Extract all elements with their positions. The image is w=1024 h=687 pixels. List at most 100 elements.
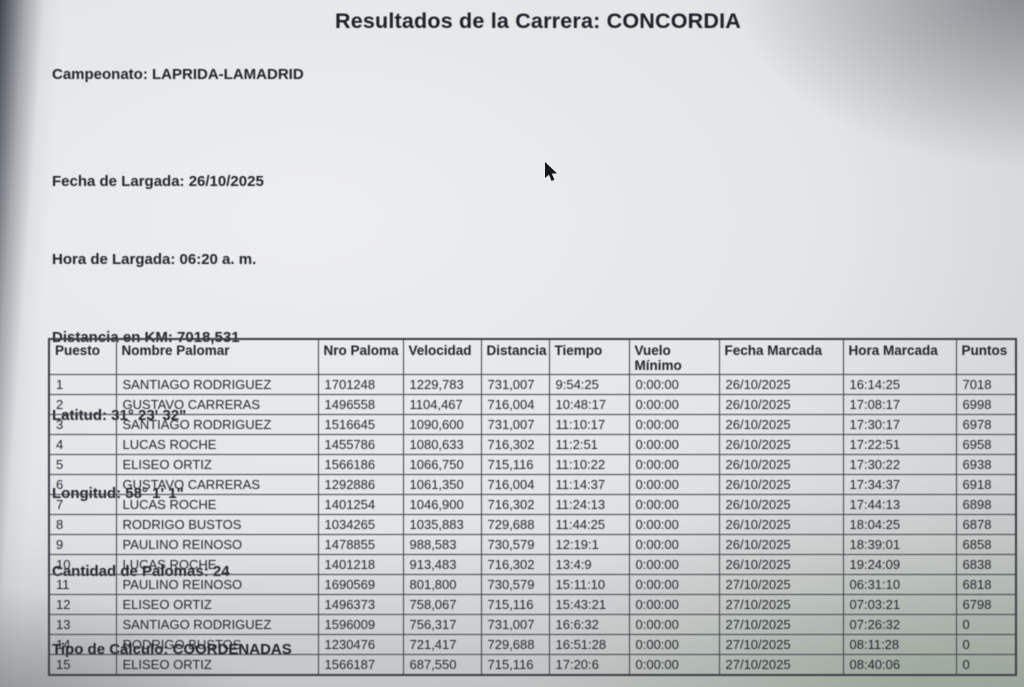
table-cell: 687,550 [402,654,482,676]
table-cell: 0:00:00 [628,474,720,495]
table-cell: 1 [48,374,117,395]
table-cell: 731,007 [480,614,550,635]
table-cell: 730,579 [480,534,550,555]
col-header-nro-paloma: Nro Paloma [317,338,404,375]
table-cell: 0:00:00 [628,374,720,395]
col-header-nombre-palomar: Nombre Palomar [115,338,319,375]
table-cell: 1566186 [317,454,404,475]
table-cell: 0:00:00 [628,534,720,555]
table-cell: 11:2:51 [548,434,630,455]
col-header-puesto: Puesto [48,338,117,375]
table-row: 1 SANTIAGO RODRIGUEZ 1701248 1229,783 731,00… [48,374,1017,395]
table-cell: 716,004 [480,474,550,495]
table-cell: 17:22:51 [842,434,957,455]
table-row: 3 SANTIAGO RODRIGUEZ 1516645 1090,600 731,00… [48,414,1017,435]
table-cell: 17:34:37 [842,474,957,495]
table-cell: 12 [48,594,117,615]
table-cell: 1566187 [317,654,404,676]
table-cell: 07:26:32 [842,614,957,635]
table-cell: 27/10/2025 [718,634,844,655]
table-cell: 1230476 [317,634,404,655]
table-cell: 4 [48,434,117,455]
table-cell: ELISEO ORTIZ [115,454,319,475]
table-cell: 15:11:10 [548,574,630,595]
table-cell: 1496558 [317,394,404,415]
table-cell: 0:00:00 [628,494,720,515]
table-cell: 18:39:01 [842,534,957,555]
table-cell: 26/10/2025 [718,374,844,395]
table-cell: ELISEO ORTIZ [115,654,319,676]
table-cell: 27/10/2025 [718,594,844,615]
table-cell: 17:30:22 [842,454,957,475]
table-row: 6 GUSTAVO CARRERAS 1292886 1061,350 716,004 1… [48,474,1017,495]
table-cell: ELISEO ORTIZ [115,594,319,615]
table-cell: 26/10/2025 [718,554,844,575]
info-line-fecha-largada: Fecha de Largada: 26/10/2025 [52,173,264,190]
col-header-vuelo-minimo: Vuelo Mínimo [628,338,720,375]
table-row: 7 LUCAS ROCHE 1401254 1046,900 716,302 11:24:… [48,494,1017,515]
table-cell: 1046,900 [402,494,482,515]
table-cell: 6938 [955,454,1017,475]
table-cell: 06:31:10 [842,574,957,595]
table-cell: 0:00:00 [628,654,720,676]
results-table-body: 1 SANTIAGO RODRIGUEZ 1701248 1229,783 731,00… [48,374,1017,676]
table-cell: 12:19:1 [548,534,630,555]
page-title: Resultados de la Carrera: CONCORDIA [334,9,742,33]
table-cell: 716,302 [480,434,550,455]
table-cell: 5 [48,454,117,475]
table-cell: 17:20:6 [548,654,630,676]
table-cell: GUSTAVO CARRERAS [115,474,319,495]
table-cell: 11:14:37 [548,474,630,495]
table-cell: RODRIGO BUSTOS [115,514,319,535]
table-cell: 715,116 [480,654,550,676]
results-table: Puesto Nombre Palomar Nro Paloma Velocid… [48,338,1017,676]
table-header-row: Puesto Nombre Palomar Nro Paloma Velocid… [48,338,1017,375]
table-cell: 6998 [955,394,1017,415]
table-cell: 716,302 [480,494,550,515]
table-cell: 6858 [955,534,1017,555]
table-cell: 1035,883 [402,514,482,535]
table-cell: RODRIGO BUSTOS [115,634,319,655]
table-cell: 1080,633 [402,434,482,455]
table-cell: 0:00:00 [628,614,720,635]
table-row: 13 SANTIAGO RODRIGUEZ 1596009 756,317 731,00… [48,614,1017,635]
table-cell: 0:00:00 [628,414,720,435]
table-cell: 6898 [955,494,1017,515]
table-cell: 10 [48,554,117,575]
table-cell: 11:24:13 [548,494,630,515]
table-cell: 801,800 [402,574,482,595]
campeonato-line: Campeonato: LAPRIDA-LAMADRID [52,66,304,83]
table-cell: 26/10/2025 [718,534,844,555]
table-cell: 26/10/2025 [718,454,844,475]
table-cell: 729,688 [480,634,550,655]
table-cell: 9 [48,534,117,555]
col-header-distancia: Distancia [480,338,550,375]
table-cell: 0 [955,634,1017,655]
table-row: 14 RODRIGO BUSTOS 1230476 721,417 729,688 16:… [48,634,1017,655]
table-cell: 11:44:25 [548,514,630,535]
table-cell: 913,483 [402,554,482,575]
table-cell: 11:10:17 [548,414,630,435]
table-cell: 13:4:9 [548,554,630,575]
table-cell: GUSTAVO CARRERAS [115,394,319,415]
table-cell: 7018 [955,374,1017,395]
table-cell: 1292886 [317,474,404,495]
table-cell: 1090,600 [402,414,482,435]
table-cell: 1496373 [317,594,404,615]
table-cell: 08:40:06 [842,654,957,676]
table-cell: 0 [955,654,1017,676]
table-cell: 6798 [955,594,1017,615]
table-cell: PAULINO REINOSO [115,534,319,555]
table-cell: 1401254 [317,494,404,515]
col-header-velocidad: Velocidad [402,338,482,375]
table-cell: 11:10:22 [548,454,630,475]
table-cell: 7 [48,494,117,515]
table-cell: 1516645 [317,414,404,435]
table-cell: 2 [48,394,117,415]
table-cell: 26/10/2025 [718,414,844,435]
table-cell: 10:48:17 [548,394,630,415]
table-cell: 17:44:13 [842,494,957,515]
table-cell: 1596009 [317,614,404,635]
